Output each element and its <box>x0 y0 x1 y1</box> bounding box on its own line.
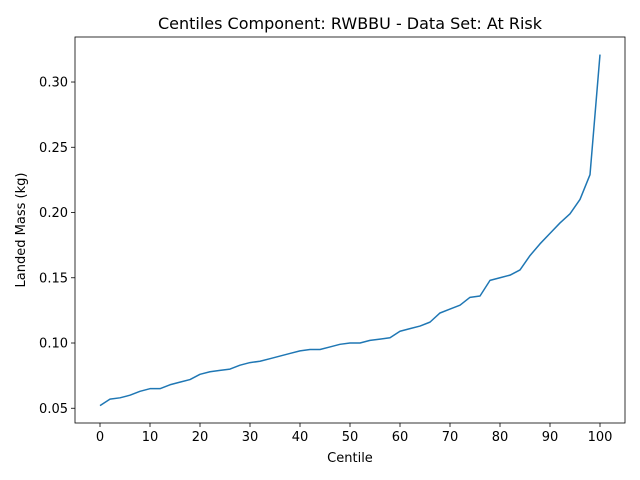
y-tick-label: 0.25 <box>39 141 68 156</box>
y-tick-label: 0.05 <box>39 402 68 417</box>
x-tick-label: 60 <box>392 430 409 445</box>
y-tick-label: 0.10 <box>39 337 68 352</box>
x-tick-label: 70 <box>442 430 459 445</box>
x-tick-label: 10 <box>142 430 159 445</box>
x-tick-label: 20 <box>192 430 209 445</box>
data-line <box>99 54 601 407</box>
plot-frame <box>74 36 626 424</box>
x-tick-label: 0 <box>96 430 104 445</box>
x-tick-label: 50 <box>342 430 359 445</box>
y-axis-label: Landed Mass (kg) <box>14 173 29 288</box>
x-tick-label: 80 <box>492 430 509 445</box>
x-axis-label: Centile <box>327 451 373 466</box>
y-tick-label: 0.30 <box>39 76 68 91</box>
x-tick-label: 100 <box>588 430 613 445</box>
chart-title: Centiles Component: RWBBU - Data Set: At… <box>158 14 543 33</box>
plot-area: 0 10 20 30 40 50 60 70 80 90 100 0.05 0.10 0.15 0.20 0.… <box>39 36 626 445</box>
y-tick-label: 0.20 <box>39 206 68 221</box>
y-tick-label: 0.15 <box>39 271 68 286</box>
x-tick-label: 90 <box>542 430 559 445</box>
x-tick-label: 30 <box>242 430 259 445</box>
x-tick-label: 40 <box>292 430 309 445</box>
